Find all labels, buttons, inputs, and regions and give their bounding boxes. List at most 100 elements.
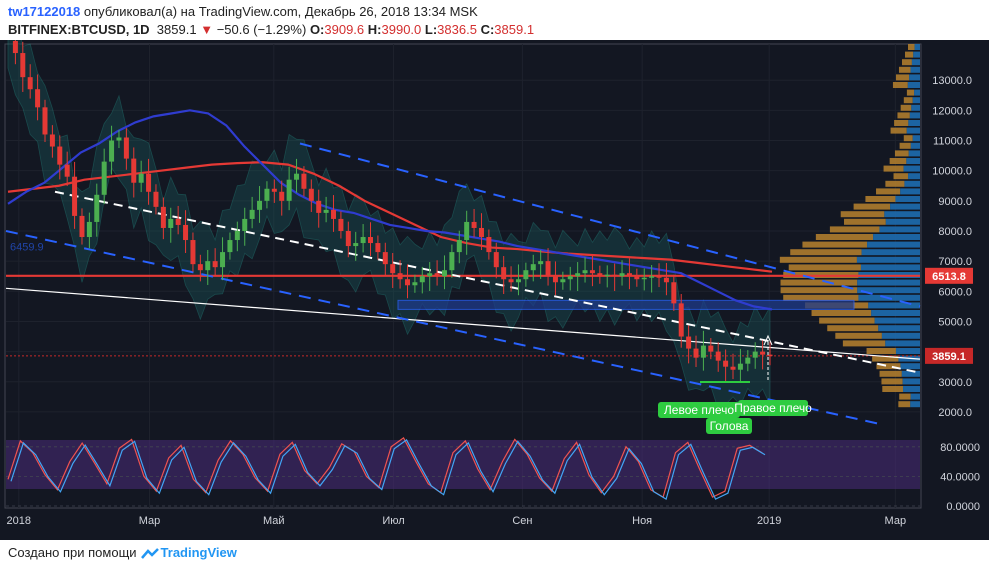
volume-profile-bar (885, 340, 920, 347)
volume-profile-bar (892, 82, 908, 88)
candle-body (397, 273, 403, 280)
candle-body (249, 209, 255, 219)
candle-body (508, 279, 514, 283)
volume-profile-bar (866, 348, 896, 354)
plot-frame (4, 43, 922, 509)
x-tick-label: Май (263, 515, 285, 527)
low-label: L: (424, 22, 438, 37)
price-badge (925, 347, 973, 364)
y-tick-label: 6000.0 (938, 286, 972, 298)
rsi-tick-label: 80.0000 (940, 442, 980, 454)
volume-profile-bar (910, 142, 920, 149)
candle-body (279, 191, 285, 201)
annotation-label: Голова (710, 419, 749, 433)
volume-profile-bar (890, 203, 920, 210)
candle-body (146, 173, 152, 192)
username-link[interactable]: tw17122018 (8, 4, 81, 19)
candle-body (116, 137, 122, 141)
rsi-signal-line (7, 437, 763, 499)
volume-profile-bar (906, 158, 920, 164)
y-tick-label: 2000.0 (938, 407, 972, 419)
volume-profile-bar (903, 165, 920, 172)
volume-profile-bar (901, 59, 912, 66)
candle-body (434, 273, 440, 277)
volume-profile-bar (900, 363, 920, 370)
volume-profile-bar (829, 226, 880, 233)
annotation-box (738, 400, 808, 416)
candle-body (138, 173, 144, 183)
volume-profile-bar (895, 348, 920, 354)
volume-profile-bar (895, 196, 920, 202)
candle-body (441, 270, 447, 277)
volume-profile-bar (811, 310, 872, 316)
volume-profile-bar (872, 355, 899, 362)
header-line-2: BITFINEX:BTCUSD, 1D 3859.1 ▼ −50.6 (−1.2… (8, 22, 534, 37)
support-zone (397, 299, 855, 310)
x-tick-label: Июл (382, 515, 404, 527)
published-text: опубликовал(а) на TradingView.com, Декаб… (83, 4, 478, 19)
candle-body (12, 40, 18, 54)
price-change: −50.6 (−1.29%) (216, 22, 307, 37)
volume-profile-bar (819, 317, 875, 324)
volume-profile-bar (890, 127, 907, 134)
candle-body (234, 230, 240, 241)
open-value: 3909.6 (324, 22, 365, 37)
candle-body (183, 224, 189, 241)
candle-body (220, 252, 226, 268)
candle-body (449, 252, 455, 271)
volume-profile-bar (903, 97, 913, 104)
annotation-label: Левое плечо (664, 403, 734, 417)
candle-body (619, 273, 625, 277)
volume-profile-bar (912, 97, 920, 104)
candle-body (671, 282, 677, 304)
rsi-panel: 80.0000 40.0000 0.0000 (6, 437, 980, 513)
volume-profile-bar (907, 44, 915, 50)
candle-body (323, 209, 329, 213)
volume-profile-bar (879, 226, 920, 233)
volume-profile-bar (914, 89, 920, 96)
candle-body (160, 206, 166, 228)
volume-profile-bar (904, 51, 914, 58)
volume-profile-bar (895, 74, 910, 81)
volume-profile-bar (910, 66, 920, 73)
blue-moving-average (7, 109, 773, 311)
candle-body (242, 218, 248, 231)
annotation-box (706, 418, 752, 434)
candle-body (94, 194, 100, 222)
volume-profile-bar (893, 173, 909, 180)
down-arrow-icon: ▼ (200, 22, 214, 37)
x-tick-label: Мар (885, 515, 907, 527)
candle-body (72, 176, 78, 216)
candle-body (456, 240, 462, 253)
volume-profile-bar (780, 287, 858, 294)
volume-profile-bar (903, 386, 920, 392)
candle-body (560, 279, 566, 283)
volume-profile-bar (910, 393, 920, 400)
candle-body (752, 351, 758, 358)
volume-profile-bar (857, 287, 920, 294)
close-value: 3859.1 (494, 22, 535, 37)
volume-profile-bar (909, 112, 920, 119)
volume-profile-bar (885, 180, 905, 187)
volume-profile-bar (842, 340, 886, 347)
annotation-box (658, 402, 740, 418)
candle-body (64, 164, 70, 177)
candle-body (109, 140, 115, 162)
close-label: C: (480, 22, 495, 37)
candle-body (552, 276, 558, 283)
y-axis[interactable]: 2000.03000.04000.05000.06000.07000.08000… (925, 75, 973, 419)
candle-body (745, 357, 751, 364)
price-badge (925, 267, 973, 284)
volume-profile-bar (881, 332, 920, 339)
tradingview-link[interactable]: TradingView (160, 545, 237, 560)
chart[interactable]: 6459.9 80.0000 40.0000 0.0000 2018 Мар Май Ию… (0, 40, 989, 540)
volume-profile-bar (899, 393, 911, 400)
candle-body (101, 161, 107, 195)
candle-body (57, 146, 63, 165)
candle-body (412, 282, 418, 286)
volume-profile-bar (884, 211, 920, 218)
candle-body (316, 200, 322, 213)
candle-body (382, 252, 388, 265)
volume-profile-bar (906, 127, 920, 134)
volume-profile-bar (911, 104, 920, 111)
